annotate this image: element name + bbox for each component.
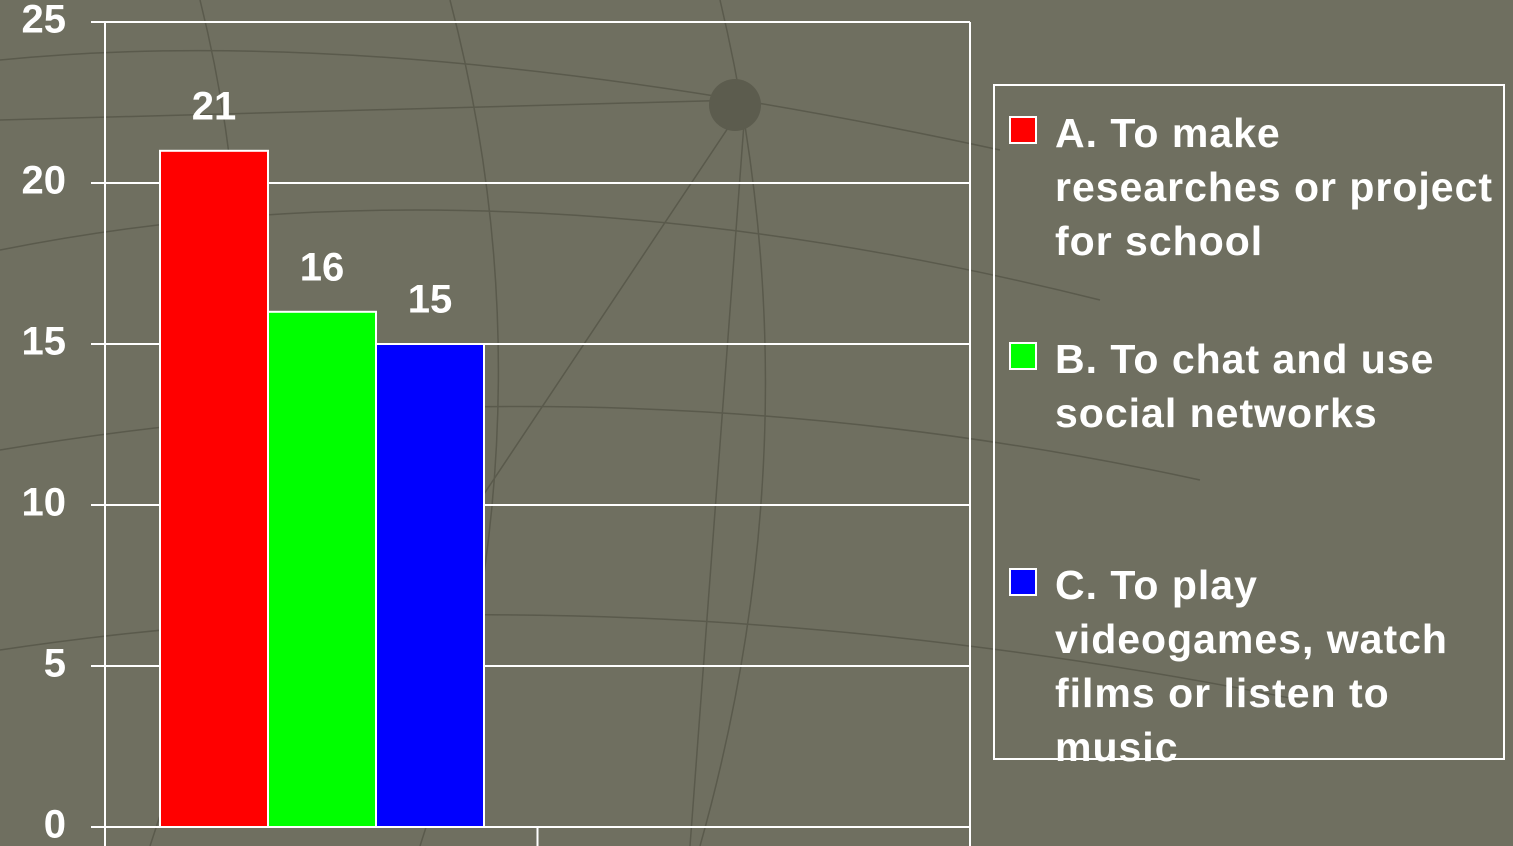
legend-swatch xyxy=(1009,342,1037,370)
y-tick-label: 0 xyxy=(44,803,66,846)
legend-swatch xyxy=(1009,568,1037,596)
data-label: 21 xyxy=(192,84,237,128)
y-tick-label: 5 xyxy=(44,642,66,686)
legend-label: C. To play videogames, watch films or li… xyxy=(1055,562,1448,770)
y-tick-label: 10 xyxy=(22,481,67,525)
y-tick-label: 20 xyxy=(22,159,67,203)
data-label: 15 xyxy=(408,278,453,322)
y-tick-label: 25 xyxy=(22,0,67,42)
legend-label: A. To make researches or project for sch… xyxy=(1055,110,1494,264)
data-label: 16 xyxy=(300,245,345,289)
bar xyxy=(159,149,269,829)
legend: A. To make researches or project for sch… xyxy=(993,84,1505,770)
y-tick-label: 15 xyxy=(22,320,67,364)
legend-label: B. To chat and use social networks xyxy=(1055,336,1435,436)
bar xyxy=(375,343,485,828)
legend-swatch xyxy=(1009,116,1037,144)
bar xyxy=(267,310,377,828)
